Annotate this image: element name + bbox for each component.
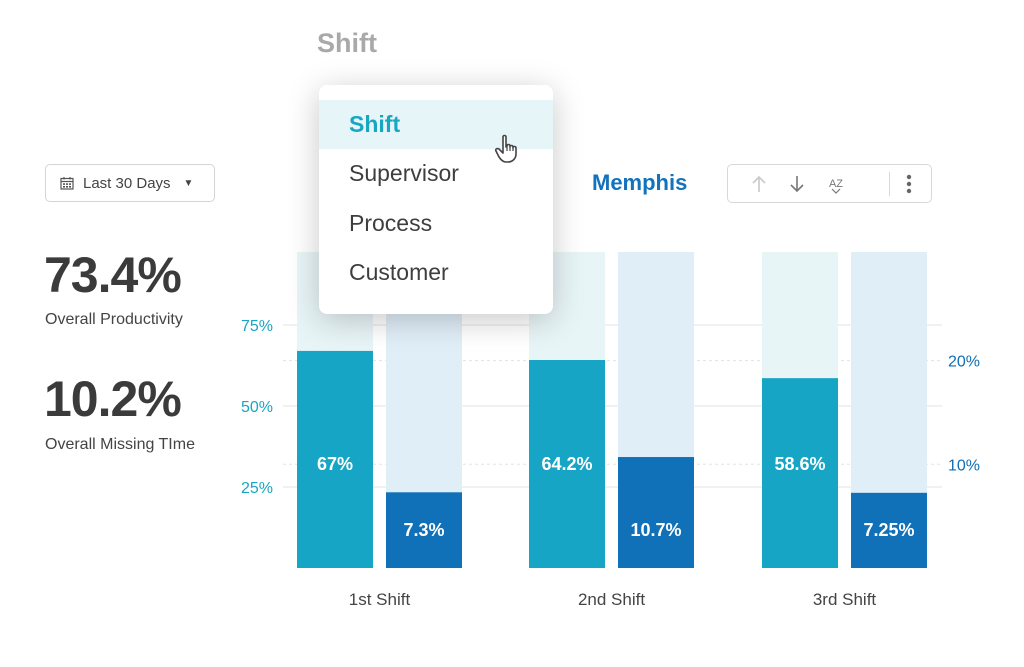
hand-pointer-icon: [494, 134, 517, 163]
page-title: Shift: [317, 28, 377, 58]
category-label: 1st Shift: [349, 590, 411, 609]
productivity-label: Overall Productivity: [45, 311, 183, 328]
group-by-dropdown-menu: Shift Supervisor Process Customer: [319, 85, 553, 314]
missing-time-bar: [386, 492, 462, 568]
chart-toolbar: AZ: [727, 164, 932, 203]
category-label: 2nd Shift: [578, 590, 645, 609]
sort-az-icon[interactable]: AZ: [825, 173, 847, 195]
arrow-down-icon[interactable]: [786, 173, 808, 195]
missing-time-label: Overall Missing TIme: [45, 436, 195, 453]
location-title: Memphis: [592, 170, 688, 195]
productivity-value: 73.4%: [44, 247, 182, 303]
right-axis-tick-label: 20%: [948, 354, 980, 371]
productivity-bar: [297, 350, 373, 568]
productivity-bar-label: 67%: [317, 454, 353, 474]
toolbar-divider: [889, 172, 890, 196]
menu-item-shift[interactable]: Shift: [319, 100, 553, 149]
date-range-label: Last 30 Days: [83, 174, 171, 192]
menu-item-process[interactable]: Process: [349, 210, 433, 236]
menu-item-supervisor[interactable]: Supervisor: [349, 160, 459, 186]
date-range-dropdown[interactable]: Last 30 Days ▼: [45, 164, 215, 202]
productivity-bar: [529, 359, 605, 568]
svg-text:AZ: AZ: [829, 178, 843, 190]
category-label: 3rd Shift: [813, 590, 877, 609]
missing-time-bar-label: 7.3%: [403, 520, 444, 540]
missing-time-bar: [851, 492, 927, 568]
more-vertical-icon[interactable]: [898, 173, 920, 195]
productivity-bar: [762, 378, 838, 568]
left-axis-tick-label: 50%: [241, 399, 273, 416]
productivity-bar-label: 64.2%: [541, 454, 592, 474]
right-axis-tick-label: 10%: [948, 457, 980, 474]
missing-time-bar-label: 10.7%: [630, 520, 681, 540]
arrow-up-icon[interactable]: [748, 173, 770, 195]
left-axis-tick-label: 75%: [241, 318, 273, 335]
productivity-bar-label: 58.6%: [774, 454, 825, 474]
left-axis-tick-label: 25%: [241, 480, 273, 497]
missing-time-bar-label: 7.25%: [863, 520, 914, 540]
caret-down-icon: ▼: [183, 177, 194, 189]
missing-time-bar: [618, 457, 694, 568]
calendar-icon: [60, 176, 74, 190]
menu-item-customer[interactable]: Customer: [349, 259, 449, 285]
missing-time-value: 10.2%: [44, 371, 182, 427]
